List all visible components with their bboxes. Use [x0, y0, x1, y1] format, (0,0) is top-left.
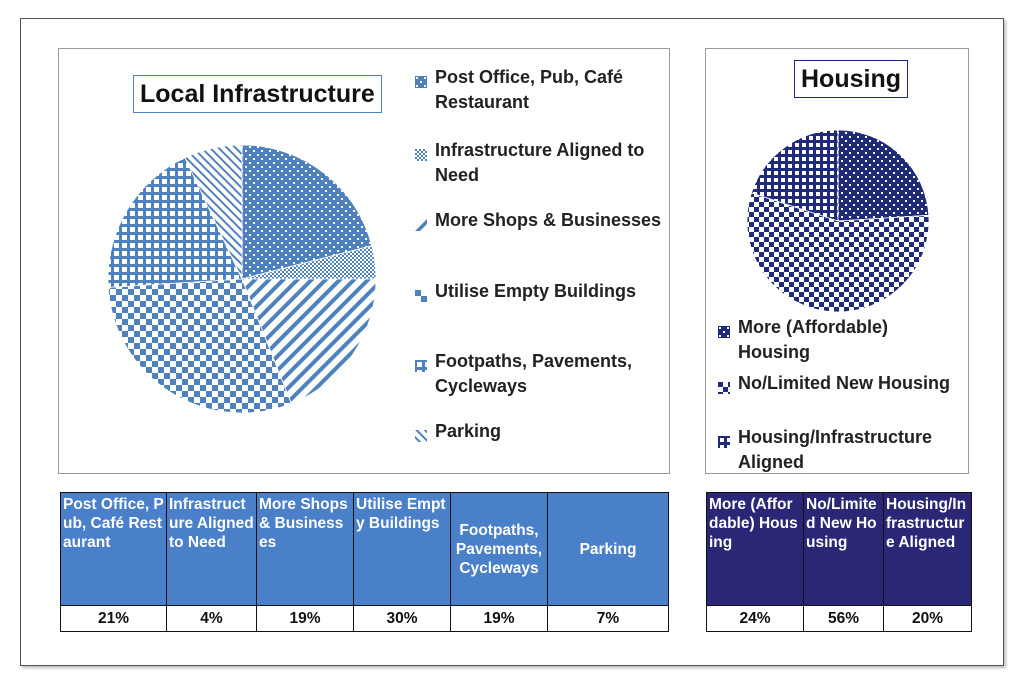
table-header-cell: Housing/Infrastructure Aligned: [883, 492, 972, 606]
legend-item-infrastructure-aligned: Infrastructure Aligned to Need: [415, 138, 665, 188]
table-value-cell: 19%: [450, 605, 548, 632]
pie-slice-no-limited-new-housing: [746, 192, 930, 313]
table-header-cell: Utilise Empty Buildings: [353, 492, 451, 606]
legend-item-footpaths: Footpaths, Pavements, Cycleways: [415, 349, 665, 399]
table-value-cell: 7%: [547, 605, 669, 632]
table-value-row: 24% 56% 20%: [706, 605, 972, 632]
table-header-cell: More (Affordable) Housing: [706, 492, 804, 606]
local-infrastructure-chart: Local Infrastructure Post Office, Pub, C…: [58, 48, 670, 474]
pie-slice-parking: [184, 145, 243, 280]
legend-item-utilise-empty: Utilise Empty Buildings: [415, 279, 636, 304]
local-infrastructure-table: Post Office, Pub, Café Restaurant Infras…: [60, 492, 669, 632]
legend-swatch-post-office: [415, 70, 427, 88]
legend-item-parking: Parking: [415, 419, 501, 444]
legend-swatch-housing-infrastructure: [718, 430, 730, 448]
table-value-row: 21% 4% 19% 30% 19% 7%: [60, 605, 669, 632]
pie-slice-utilise-empty-buildings: [107, 278, 292, 413]
table-header-cell: No/Limited New Housing: [803, 492, 884, 606]
legend-swatch-footpaths: [415, 354, 427, 372]
legend-item-more-affordable: More (Affordable) Housing: [718, 315, 963, 365]
table-value-cell: 30%: [353, 605, 451, 632]
legend-swatch-no-limited: [718, 376, 730, 394]
table-value-cell: 21%: [60, 605, 167, 632]
table-value-cell: 24%: [706, 605, 804, 632]
table-header-cell: Footpaths, Pavements, Cycleways: [450, 492, 548, 606]
legend-swatch-utilise-empty: [415, 284, 427, 302]
pie-slice-housing-infrastructure-aligned: [750, 129, 839, 222]
legend-label-post-office: Post Office, Pub, Café Restaurant: [435, 67, 624, 112]
housing-pie: [746, 129, 930, 313]
legend-label-housing-infrastructure: Housing/Infrastructure Aligned: [738, 427, 933, 472]
table-value-cell: 56%: [803, 605, 884, 632]
table-header-cell: More Shops & Businesses: [256, 492, 354, 606]
legend-label-more-affordable: More (Affordable) Housing: [738, 317, 888, 362]
table-value-cell: 19%: [256, 605, 354, 632]
housing-table: More (Affordable) Housing No/Limited New…: [706, 492, 972, 632]
housing-chart: Housing More (Affordable) Housing No/Lim…: [705, 48, 969, 474]
legend-label-more-shops: More Shops & Businesses: [435, 210, 662, 230]
legend-swatch-more-affordable: [718, 320, 730, 338]
legend-label-utilise-empty: Utilise Empty Buildings: [435, 281, 637, 301]
legend-item-no-limited: No/Limited New Housing: [718, 371, 950, 396]
pie-slice-post-office-pub-caf-restaurant: [241, 145, 373, 280]
local-infrastructure-title: Local Infrastructure: [133, 75, 382, 113]
legend-item-housing-infrastructure: Housing/Infrastructure Aligned: [718, 425, 963, 475]
legend-swatch-infrastructure-aligned: [415, 143, 427, 161]
table-value-cell: 20%: [883, 605, 972, 632]
legend-swatch-more-shops: [415, 213, 427, 231]
local-infrastructure-pie: [107, 145, 377, 413]
legend-item-post-office: Post Office, Pub, Café Restaurant: [415, 65, 665, 115]
pie-slice-more-affordable-housing: [837, 129, 930, 222]
table-header-cell: Post Office, Pub, Café Restaurant: [60, 492, 167, 606]
housing-title: Housing: [794, 60, 908, 98]
legend-label-footpaths: Footpaths, Pavements, Cycleways: [435, 351, 633, 396]
pie-slice-more-shops-businesses: [241, 278, 377, 405]
legend-label-parking: Parking: [435, 421, 502, 441]
legend-swatch-parking: [415, 424, 427, 442]
legend-item-more-shops: More Shops & Businesses: [415, 208, 661, 233]
table-header-row: Post Office, Pub, Café Restaurant Infras…: [60, 492, 669, 606]
table-header-cell: Parking: [547, 492, 669, 606]
table-header-cell: Infrastructure Aligned to Need: [166, 492, 257, 606]
legend-label-infrastructure-aligned: Infrastructure Aligned to Need: [435, 140, 645, 185]
table-value-cell: 4%: [166, 605, 257, 632]
table-header-row: More (Affordable) Housing No/Limited New…: [706, 492, 972, 606]
legend-label-no-limited: No/Limited New Housing: [738, 373, 951, 393]
pie-slice-footpaths-pavements-cycleways: [107, 157, 243, 288]
